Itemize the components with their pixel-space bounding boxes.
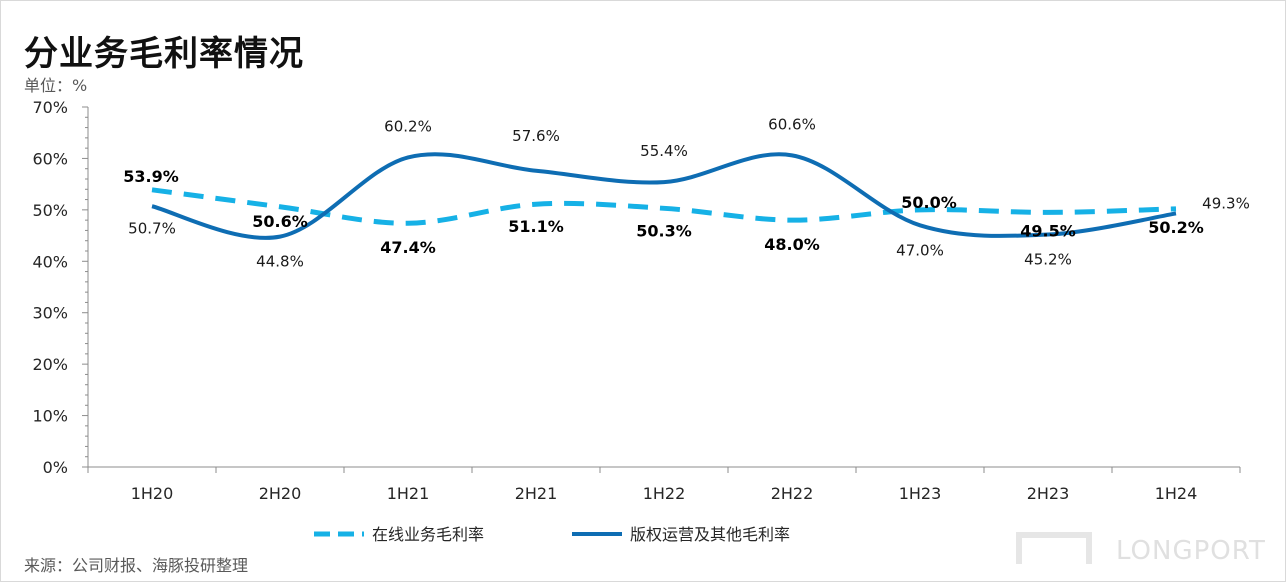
series-copyright-line xyxy=(151,152,1177,240)
series-lines xyxy=(150,152,1178,240)
copyright-data-label: 47.0% xyxy=(896,241,944,259)
copyright-point xyxy=(278,235,282,239)
axes: 0% 10% 20% 30% 40% 50% 60% 70% 1H20 2H20 1H21 2H21 1… xyxy=(32,98,1241,503)
online-data-label: 51.1% xyxy=(508,217,564,236)
copyright-point xyxy=(150,204,154,208)
y-tick-label: 30% xyxy=(32,304,68,323)
copyright-data-label: 55.4% xyxy=(640,142,688,160)
online-data-label: 50.0% xyxy=(901,193,957,212)
logo-mark-icon xyxy=(1016,532,1092,564)
y-tick-label: 70% xyxy=(32,98,68,117)
y-tick-label: 20% xyxy=(32,355,68,374)
copyright-data-label: 44.8% xyxy=(256,253,304,271)
copyright-point xyxy=(1174,211,1178,215)
online-point xyxy=(1046,210,1050,214)
online-point xyxy=(150,188,154,192)
copyright-data-label: 45.2% xyxy=(1024,251,1072,269)
online-data-label: 50.6% xyxy=(252,212,308,231)
x-tick-label: 1H24 xyxy=(1155,484,1198,503)
y-tick-label: 10% xyxy=(32,407,68,426)
online-data-label: 47.4% xyxy=(380,238,436,257)
y-tick-label: 60% xyxy=(32,149,68,168)
online-point xyxy=(1174,207,1178,211)
data-labels: 53.9% 50.6% 47.4% 51.1% 50.3% 48.0% 50.0% 49.5%… xyxy=(123,115,1250,270)
online-data-label: 53.9% xyxy=(123,167,179,186)
series-online-line xyxy=(151,187,1177,226)
legend-label-copyright: 版权运营及其他毛利率 xyxy=(630,525,790,544)
online-data-label: 50.2% xyxy=(1148,218,1204,237)
online-point xyxy=(790,218,794,222)
online-data-label: 48.0% xyxy=(764,235,820,254)
copyright-data-label: 57.6% xyxy=(512,127,560,145)
copyright-data-label: 60.2% xyxy=(384,117,432,135)
online-point xyxy=(278,205,282,209)
x-tick-label: 1H23 xyxy=(899,484,942,503)
x-tick-label: 2H20 xyxy=(259,484,302,503)
x-tick-label: 1H21 xyxy=(387,484,430,503)
logo-wordmark: LONGPORT xyxy=(1116,536,1266,566)
copyright-point xyxy=(790,153,794,157)
copyright-point xyxy=(918,223,922,227)
copyright-point xyxy=(534,169,538,173)
copyright-data-label: 60.6% xyxy=(768,115,816,133)
copyright-data-label: 50.7% xyxy=(128,219,176,237)
copyright-point xyxy=(662,180,666,184)
legend-label-online: 在线业务毛利率 xyxy=(372,525,484,544)
x-tick-label: 1H20 xyxy=(131,484,174,503)
online-point xyxy=(406,221,410,225)
chart-title: 分业务毛利率情况 xyxy=(24,34,304,74)
online-point xyxy=(534,202,538,206)
copyright-point xyxy=(406,155,410,159)
unit-label: 单位：% xyxy=(24,76,88,95)
x-tick-label: 2H22 xyxy=(771,484,814,503)
legend: 在线业务毛利率 版权运营及其他毛利率 xyxy=(314,525,790,544)
x-tick-label: 2H21 xyxy=(515,484,558,503)
online-data-label: 49.5% xyxy=(1020,221,1076,240)
longport-logo: LONGPORT xyxy=(1010,530,1280,570)
y-tick-label: 0% xyxy=(43,458,68,477)
y-tick-label: 50% xyxy=(32,201,68,220)
source-note: 来源：公司财报、海豚投研整理 xyxy=(24,556,249,575)
x-tick-label: 2H23 xyxy=(1027,484,1070,503)
y-tick-label: 40% xyxy=(32,252,68,271)
online-data-label: 50.3% xyxy=(636,221,692,240)
copyright-data-label: 49.3% xyxy=(1202,194,1250,212)
x-tick-label: 1H22 xyxy=(643,484,686,503)
online-point xyxy=(662,206,666,210)
